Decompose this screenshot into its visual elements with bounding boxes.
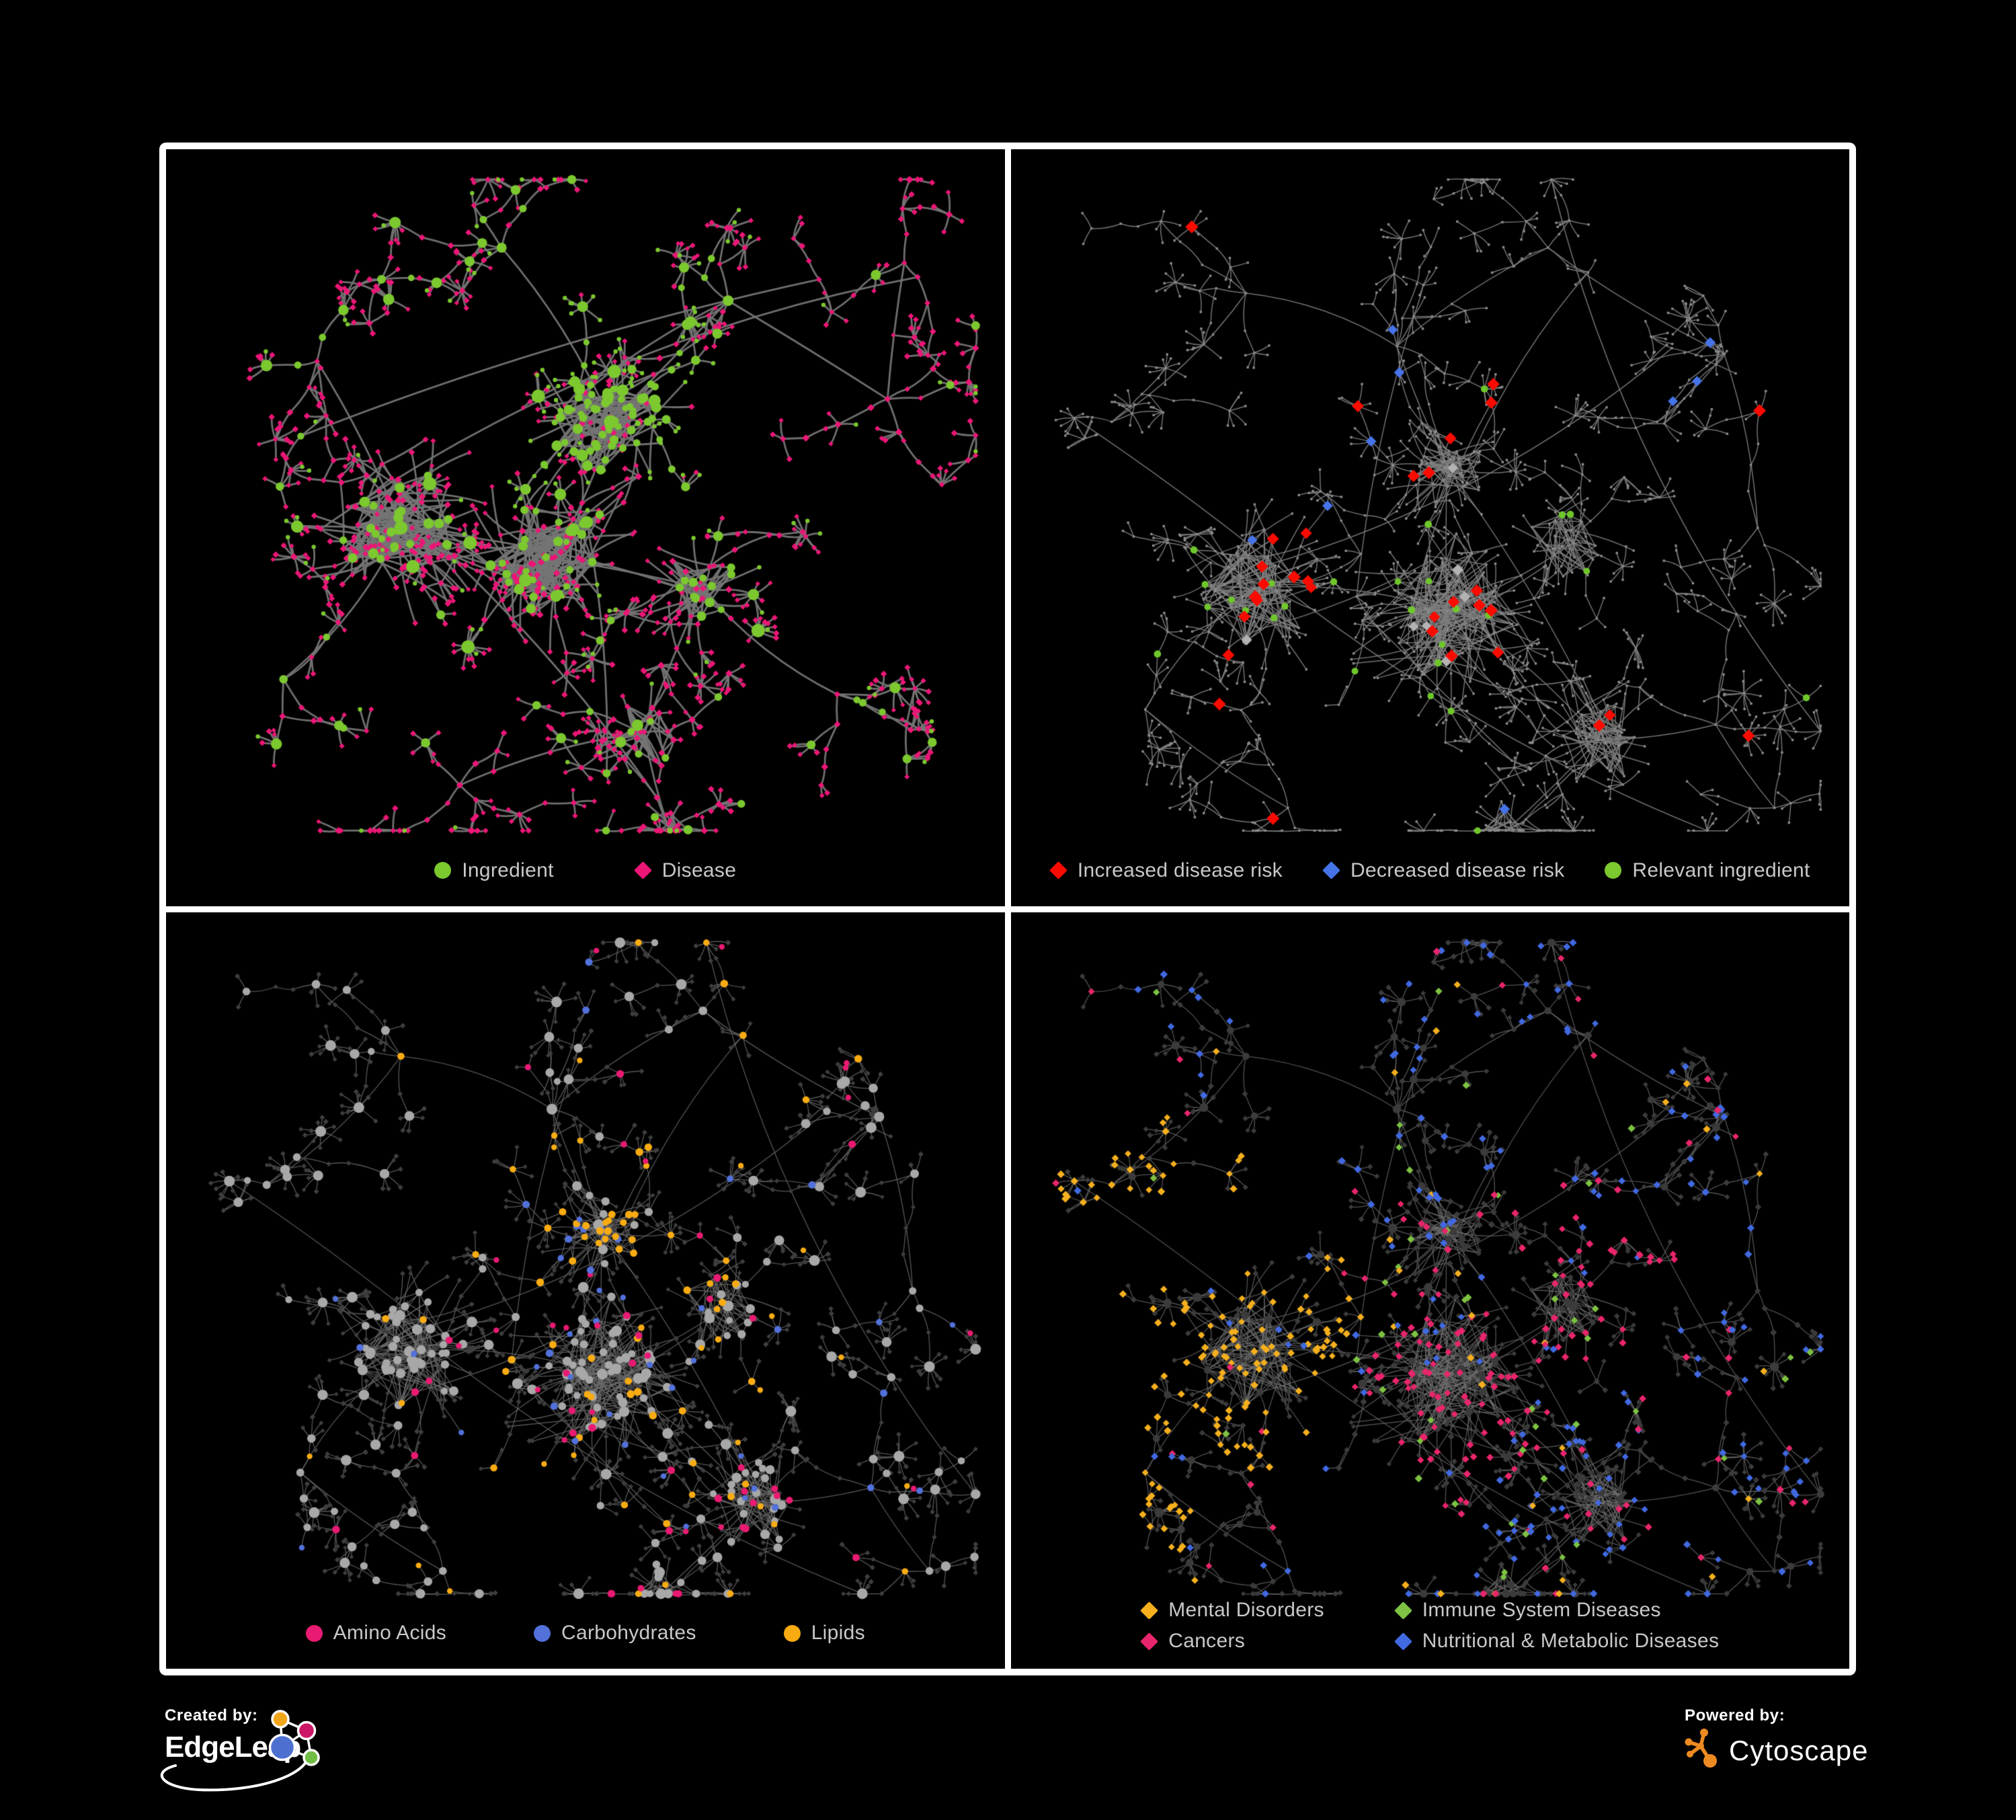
legend-ingredient-disease: Ingredient Disease [166,859,1005,882]
edgeleap-wordmark: EdgeLeap [165,1731,301,1764]
cytoscape-branding: Powered by: Cytoscape [1685,1706,1953,1801]
legend-label: Nutritional & Metabolic Diseases [1422,1630,1720,1652]
created-by-caption: Created by: [165,1706,258,1725]
edgeleap-branding: Created by: EdgeLeap [160,1706,481,1807]
legend-label: Disease [661,859,737,881]
lipids-circle-icon [783,1624,801,1642]
panel-disease-classes: Mental Disorders Immune System Diseases Ca… [1010,912,1849,1669]
decreased-disease-risk-legend-item: Decreased disease risk [1322,859,1565,882]
cytoscape-logo-icon [1685,1729,1717,1768]
network-canvas-disease-classes [1010,912,1849,1669]
legend-disease-risk: Increased disease risk Decreased disease … [1011,859,1850,882]
legend-label: Amino Acids [333,1622,446,1644]
mental-disorders-diamond-icon [1140,1601,1159,1620]
figure-frame: Ingredient Disease Increased disease risk… [159,143,1856,1675]
immune-system-diseases-legend-item: Immune System Diseases [1394,1599,1719,1622]
legend-nutrient-classes: Amino Acids Carbohydrates Lipids [166,1622,1005,1645]
legend-label: Immune System Diseases [1422,1599,1661,1621]
relevant-ingredient-legend-item: Relevant ingredient [1605,859,1810,882]
panel-ingredient-disease: Ingredient Disease [166,149,1005,906]
immune-system-diseases-diamond-icon [1394,1601,1412,1620]
decreased-disease-risk-diamond-icon [1322,861,1340,879]
network-canvas-disease-risk [1010,149,1849,906]
nutritional-metabolic-diseases-diamond-icon [1394,1632,1412,1651]
legend-label: Increased disease risk [1077,859,1283,881]
disease-legend-item: Disease [633,859,737,882]
relevant-ingredient-circle-icon [1605,862,1622,879]
powered-by-caption: Powered by: [1685,1706,1785,1725]
legend-label: Ingredient [462,859,554,881]
nutritional-metabolic-diseases-legend-item: Nutritional & Metabolic Diseases [1394,1630,1720,1653]
panel-disease-risk: Increased disease risk Decreased disease … [1010,149,1850,906]
carbohydrates-legend-item: Carbohydrates [534,1622,696,1645]
legend-label: Mental Disorders [1168,1599,1324,1621]
network-canvas-ingredient-disease [166,149,1005,906]
disease-diamond-icon [633,861,652,879]
ingredient-legend-item: Ingredient [434,859,553,882]
network-canvas-nutrient-classes [166,912,1005,1669]
increased-disease-risk-legend-item: Increased disease risk [1049,859,1283,882]
amino-acids-legend-item: Amino Acids [305,1622,446,1645]
legend-label: Relevant ingredient [1632,859,1810,881]
panel-nutrient-classes: Amino Acids Carbohydrates Lipids [166,912,1005,1669]
cytoscape-wordmark: Cytoscape [1729,1735,1869,1766]
lipids-legend-item: Lipids [783,1622,865,1645]
legend-label: Cancers [1168,1630,1246,1652]
legend-label: Carbohydrates [561,1622,696,1644]
legend-disease-classes: Mental Disorders Immune System Diseases Ca… [1140,1599,1720,1653]
legend-label: Decreased disease risk [1350,859,1565,881]
amino-acids-circle-icon [305,1624,323,1642]
mental-disorders-legend-item: Mental Disorders [1140,1599,1324,1622]
cancers-legend-item: Cancers [1140,1630,1324,1653]
legend-label: Lipids [811,1622,865,1644]
increased-disease-risk-diamond-icon [1049,861,1067,879]
ingredient-circle-icon [434,862,452,879]
cancers-diamond-icon [1140,1632,1159,1651]
carbohydrates-circle-icon [534,1624,551,1642]
